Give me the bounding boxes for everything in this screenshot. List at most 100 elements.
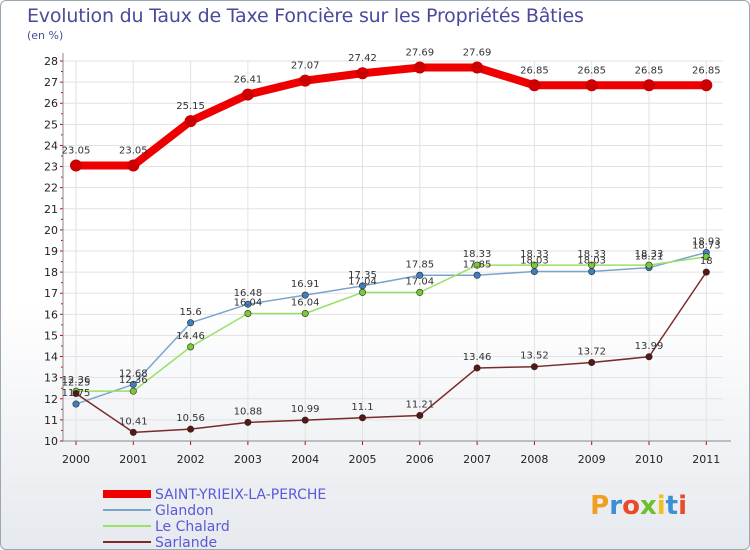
data-label: 18.33 <box>463 249 492 260</box>
data-label: 16.04 <box>291 297 320 308</box>
x-tick-label: 2011 <box>692 453 720 466</box>
data-label: 10.88 <box>234 406 263 417</box>
data-point <box>702 253 710 261</box>
y-tick-label: 18 <box>44 266 58 279</box>
data-label: 18.21 <box>635 252 664 263</box>
data-point <box>301 291 309 299</box>
data-label: 18.33 <box>577 249 606 260</box>
data-label: 18.03 <box>577 255 606 266</box>
data-point <box>129 380 137 388</box>
data-point <box>473 271 481 279</box>
data-point <box>416 271 424 279</box>
legend-label: Sarlande <box>155 535 217 550</box>
x-tick-label: 2006 <box>406 453 434 466</box>
data-label: 18.33 <box>635 249 664 260</box>
data-point <box>588 267 596 275</box>
data-label: 13.99 <box>635 341 664 352</box>
data-label: 26.85 <box>577 65 606 76</box>
y-tick-label: 16 <box>44 308 58 321</box>
y-tick-label: 28 <box>44 55 58 68</box>
legend-label: Le Chalard <box>155 519 230 535</box>
y-tick-label: 23 <box>44 161 58 174</box>
data-point <box>299 74 312 87</box>
data-point <box>416 411 424 419</box>
x-tick-label: 2007 <box>463 453 491 466</box>
x-tick-label: 2009 <box>578 453 606 466</box>
data-label: 17.85 <box>463 259 492 270</box>
data-label: 26.41 <box>234 75 263 86</box>
y-tick-label: 21 <box>44 203 58 216</box>
data-point <box>72 400 80 408</box>
data-point <box>244 300 252 308</box>
x-tick-label: 2002 <box>177 453 205 466</box>
y-tick-label: 19 <box>44 245 58 258</box>
x-tick-label: 2010 <box>635 453 663 466</box>
data-label: 17.04 <box>348 276 377 287</box>
data-label: 17.35 <box>348 270 377 281</box>
x-tick-label: 2008 <box>520 453 548 466</box>
data-point <box>645 261 653 269</box>
data-label: 13.52 <box>520 351 549 362</box>
data-label: 13.46 <box>463 352 492 363</box>
data-label: 12.36 <box>62 375 91 386</box>
data-point <box>358 414 366 422</box>
data-label: 27.69 <box>463 48 492 59</box>
x-tick-label: 2004 <box>291 453 319 466</box>
x-tick-label: 2001 <box>119 453 147 466</box>
data-point <box>585 79 598 92</box>
x-tick-label: 2003 <box>234 453 262 466</box>
x-tick-label: 2000 <box>62 453 90 466</box>
y-tick-label: 10 <box>44 435 58 448</box>
y-tick-label: 14 <box>44 351 58 364</box>
data-point <box>588 261 596 269</box>
y-tick-label: 20 <box>44 224 58 237</box>
data-point <box>358 288 366 296</box>
y-tick-label: 24 <box>44 139 58 152</box>
data-point <box>700 79 713 92</box>
data-point <box>129 428 137 436</box>
legend-label: Glandon <box>155 503 214 519</box>
data-label: 26.85 <box>520 65 549 76</box>
data-label: 11.21 <box>405 399 434 410</box>
y-tick-label: 15 <box>44 329 58 342</box>
series-line-sarlande <box>75 271 708 434</box>
data-point <box>643 79 655 92</box>
y-tick-label: 17 <box>44 287 58 300</box>
data-label: 11.1 <box>351 402 373 413</box>
data-label: 16.04 <box>234 297 263 308</box>
data-label: 27.07 <box>291 61 320 72</box>
data-label: 26.85 <box>692 65 721 76</box>
series-line-glandon <box>75 251 708 405</box>
chart-unit-label: (en %) <box>27 29 64 42</box>
data-point <box>184 115 197 128</box>
data-label: 18 <box>700 256 713 267</box>
data-label: 18.03 <box>520 255 549 266</box>
y-tick-label: 25 <box>44 118 58 131</box>
data-point <box>244 418 252 426</box>
data-label: 10.99 <box>291 404 320 415</box>
data-point <box>528 79 541 92</box>
data-label: 27.69 <box>405 48 434 59</box>
x-tick-label: 2005 <box>349 453 377 466</box>
y-tick-label: 11 <box>44 414 58 427</box>
data-label: 23.05 <box>119 146 148 157</box>
data-point <box>702 268 710 276</box>
y-tick-label: 13 <box>44 372 58 385</box>
y-tick-label: 22 <box>44 182 58 195</box>
data-point <box>356 67 369 80</box>
data-point <box>72 389 80 397</box>
y-tick-label: 27 <box>44 76 58 89</box>
data-point <box>187 425 195 433</box>
data-point <box>244 309 252 317</box>
series-line-saint-yrieix-la-perche <box>72 63 711 170</box>
data-label: 11.75 <box>62 388 91 399</box>
data-point <box>187 319 195 327</box>
data-label: 17.85 <box>405 259 434 270</box>
data-label: 13.72 <box>577 346 606 357</box>
chart-title: Evolution du Taux de Taxe Foncière sur l… <box>27 5 584 27</box>
data-label: 18.93 <box>692 236 721 247</box>
data-label: 16.91 <box>291 279 320 290</box>
data-label: 25.15 <box>176 101 205 112</box>
